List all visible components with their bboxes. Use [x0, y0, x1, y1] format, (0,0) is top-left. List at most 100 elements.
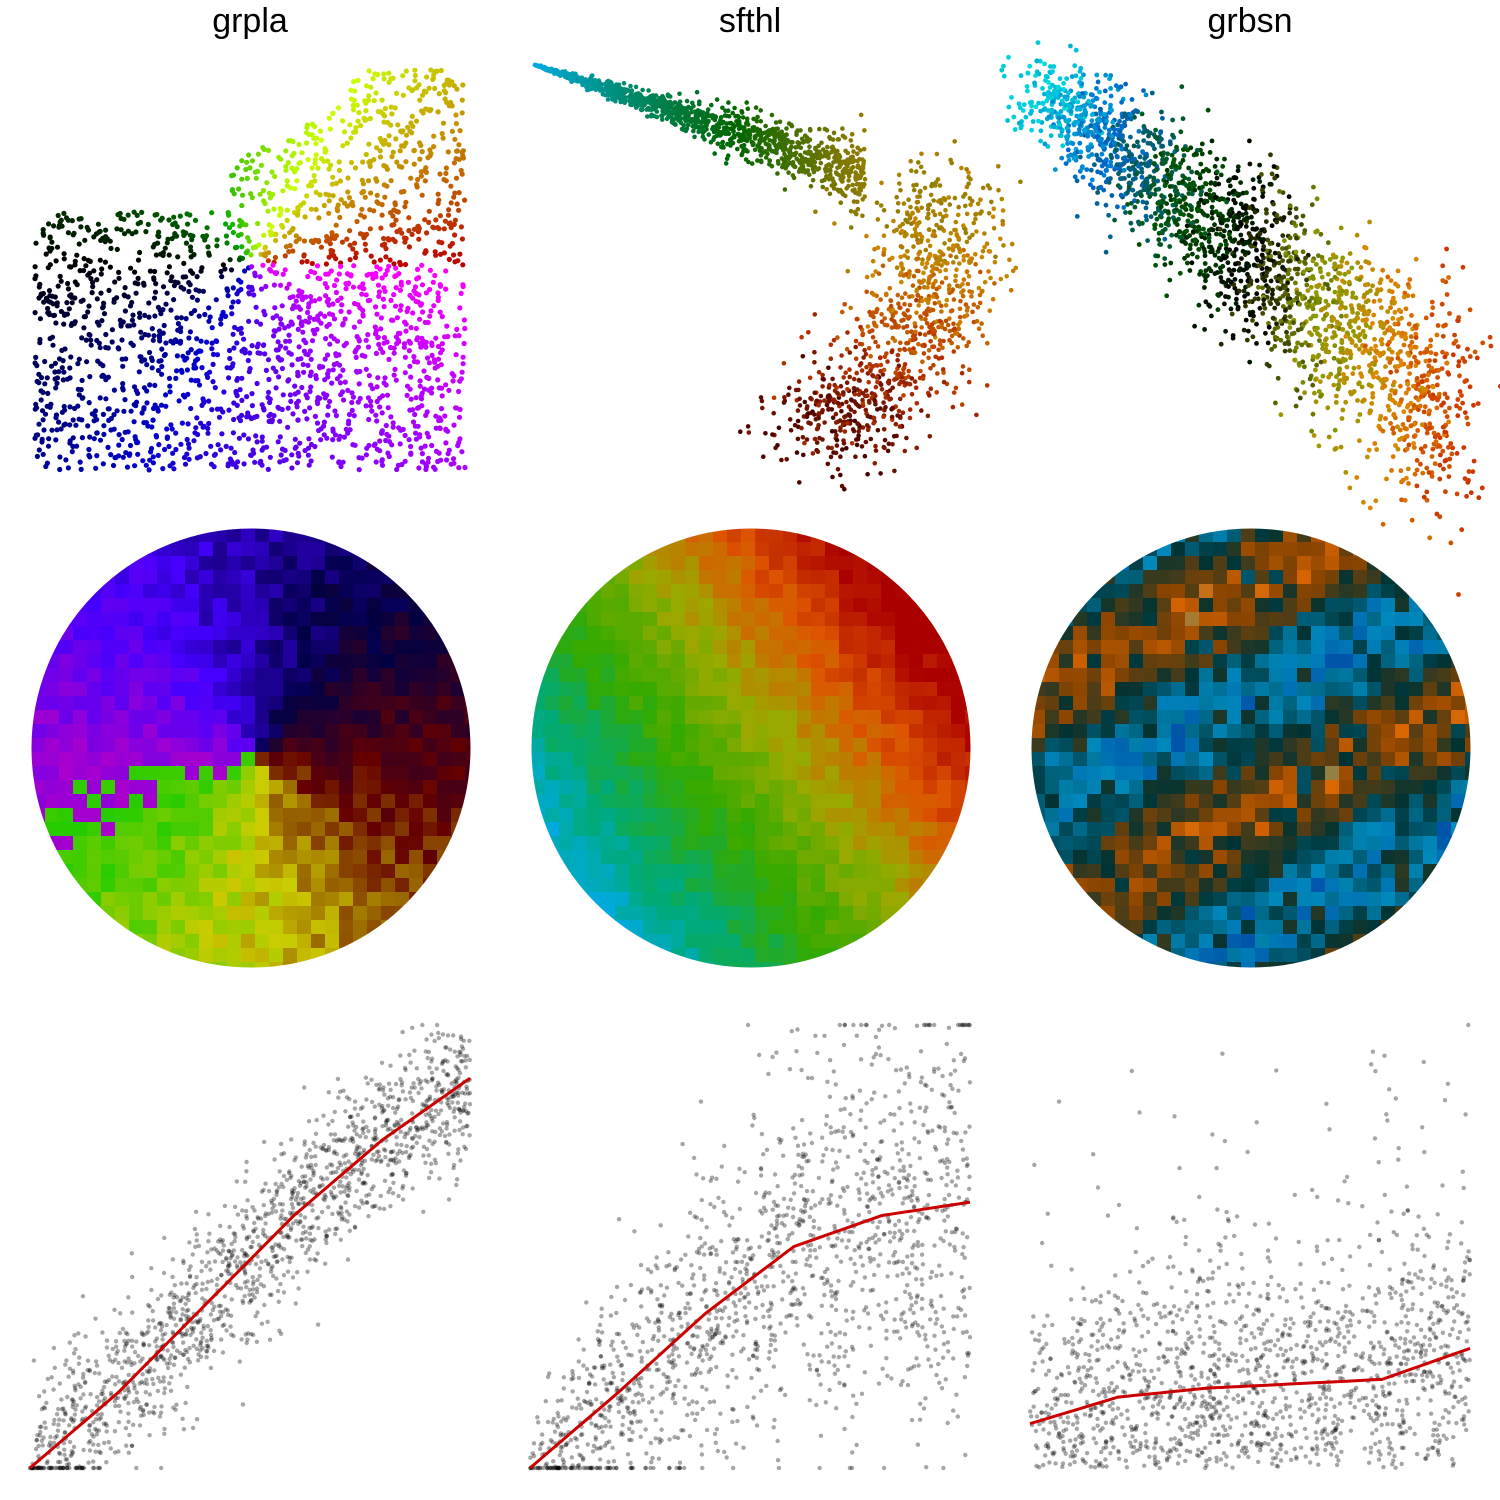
embedding-point [973, 252, 978, 257]
embedding-point [195, 431, 201, 438]
embedding-point [1009, 241, 1015, 247]
embedding-point [423, 344, 429, 350]
embedding-point [41, 299, 47, 305]
embedding-point [44, 375, 50, 381]
embedding-point [97, 345, 103, 351]
embedding-point [277, 316, 284, 322]
embedding-point [851, 376, 857, 382]
embedding-point [72, 262, 78, 268]
embedding-point [406, 437, 412, 443]
embedding-point [354, 218, 360, 225]
embedding-point [758, 139, 763, 144]
embedding-point [1424, 465, 1430, 471]
embedding-point [795, 418, 801, 424]
embedding-point [910, 283, 916, 288]
embedding-point [956, 235, 961, 241]
embedding-point [419, 262, 425, 268]
embedding-point [140, 458, 146, 464]
embedding-point [927, 324, 932, 330]
embedding-point [121, 408, 127, 414]
embedding-point [265, 466, 271, 472]
embedding-point [57, 466, 63, 473]
embedding-point [966, 340, 971, 345]
embedding-point [1393, 443, 1398, 448]
embedding-point [39, 408, 46, 414]
embedding-point [390, 420, 396, 426]
embedding-point [119, 436, 125, 443]
embedding-point [272, 328, 278, 334]
embedding-point [150, 337, 156, 343]
embedding-point [861, 355, 866, 360]
embedding-point [970, 232, 975, 238]
embedding-point [120, 363, 126, 369]
embedding-point [292, 186, 298, 192]
embedding-point [137, 314, 143, 320]
embedding-point [925, 203, 931, 208]
embedding-point [174, 368, 180, 374]
embedding-point [757, 128, 763, 134]
embedding-point [890, 385, 895, 391]
embedding-point [145, 423, 151, 429]
embedding-point [901, 393, 906, 398]
embedding-point [174, 353, 180, 359]
embedding-point [1333, 400, 1339, 405]
embedding-point [1193, 241, 1199, 247]
embedding-point [826, 393, 832, 398]
embedding-point [1295, 271, 1300, 277]
embedding-point [410, 419, 417, 425]
embedding-point [308, 206, 314, 212]
embedding-point [397, 307, 403, 313]
embedding-point [802, 150, 808, 155]
embedding-point [312, 298, 318, 304]
embedding-point [386, 79, 392, 85]
embedding-point [347, 228, 353, 234]
embedding-point [424, 230, 430, 236]
embedding-point [971, 302, 977, 307]
embedding-point [298, 321, 304, 327]
embedding-point [47, 336, 53, 342]
embedding-point [1366, 447, 1372, 453]
embedding-point [115, 345, 121, 351]
embedding-point [430, 76, 436, 83]
embedding-point [845, 268, 851, 274]
embedding-point [669, 111, 674, 116]
embedding-point [429, 340, 435, 346]
embedding-point [895, 413, 900, 418]
embedding-point [103, 234, 109, 240]
panel-title-grpla: grpla [212, 2, 288, 40]
embedding-point [347, 257, 353, 263]
embedding-point [715, 123, 720, 129]
embedding-point [845, 150, 851, 156]
embedding-point [855, 164, 860, 170]
embedding-point [331, 282, 338, 289]
embedding-point [640, 87, 645, 93]
embedding-point [360, 312, 366, 318]
embedding-point [377, 438, 383, 444]
embedding-point [311, 173, 317, 179]
embedding-point [382, 271, 389, 278]
embedding-point [927, 393, 932, 398]
embedding-point [1000, 222, 1006, 227]
embedding-point [53, 320, 59, 326]
embedding-point [184, 367, 190, 373]
embedding-point [604, 86, 609, 91]
embedding-point [38, 388, 44, 394]
embedding-point [166, 217, 172, 223]
embedding-point [833, 450, 839, 456]
embedding-point [393, 377, 399, 383]
embedding-point [415, 229, 421, 235]
embedding-point [207, 314, 213, 320]
embedding-point [920, 257, 925, 263]
embedding-point [327, 398, 333, 405]
embedding-point [916, 240, 921, 245]
embedding-point [337, 373, 343, 379]
embedding-point [283, 338, 289, 344]
embedding-point [427, 153, 433, 159]
embedding-point [178, 338, 184, 344]
embedding-point [1370, 267, 1375, 272]
embedding-point [46, 436, 52, 442]
embedding-point [752, 147, 758, 153]
embedding-point [278, 156, 284, 162]
embedding-point [351, 107, 357, 113]
embedding-point [879, 387, 885, 392]
